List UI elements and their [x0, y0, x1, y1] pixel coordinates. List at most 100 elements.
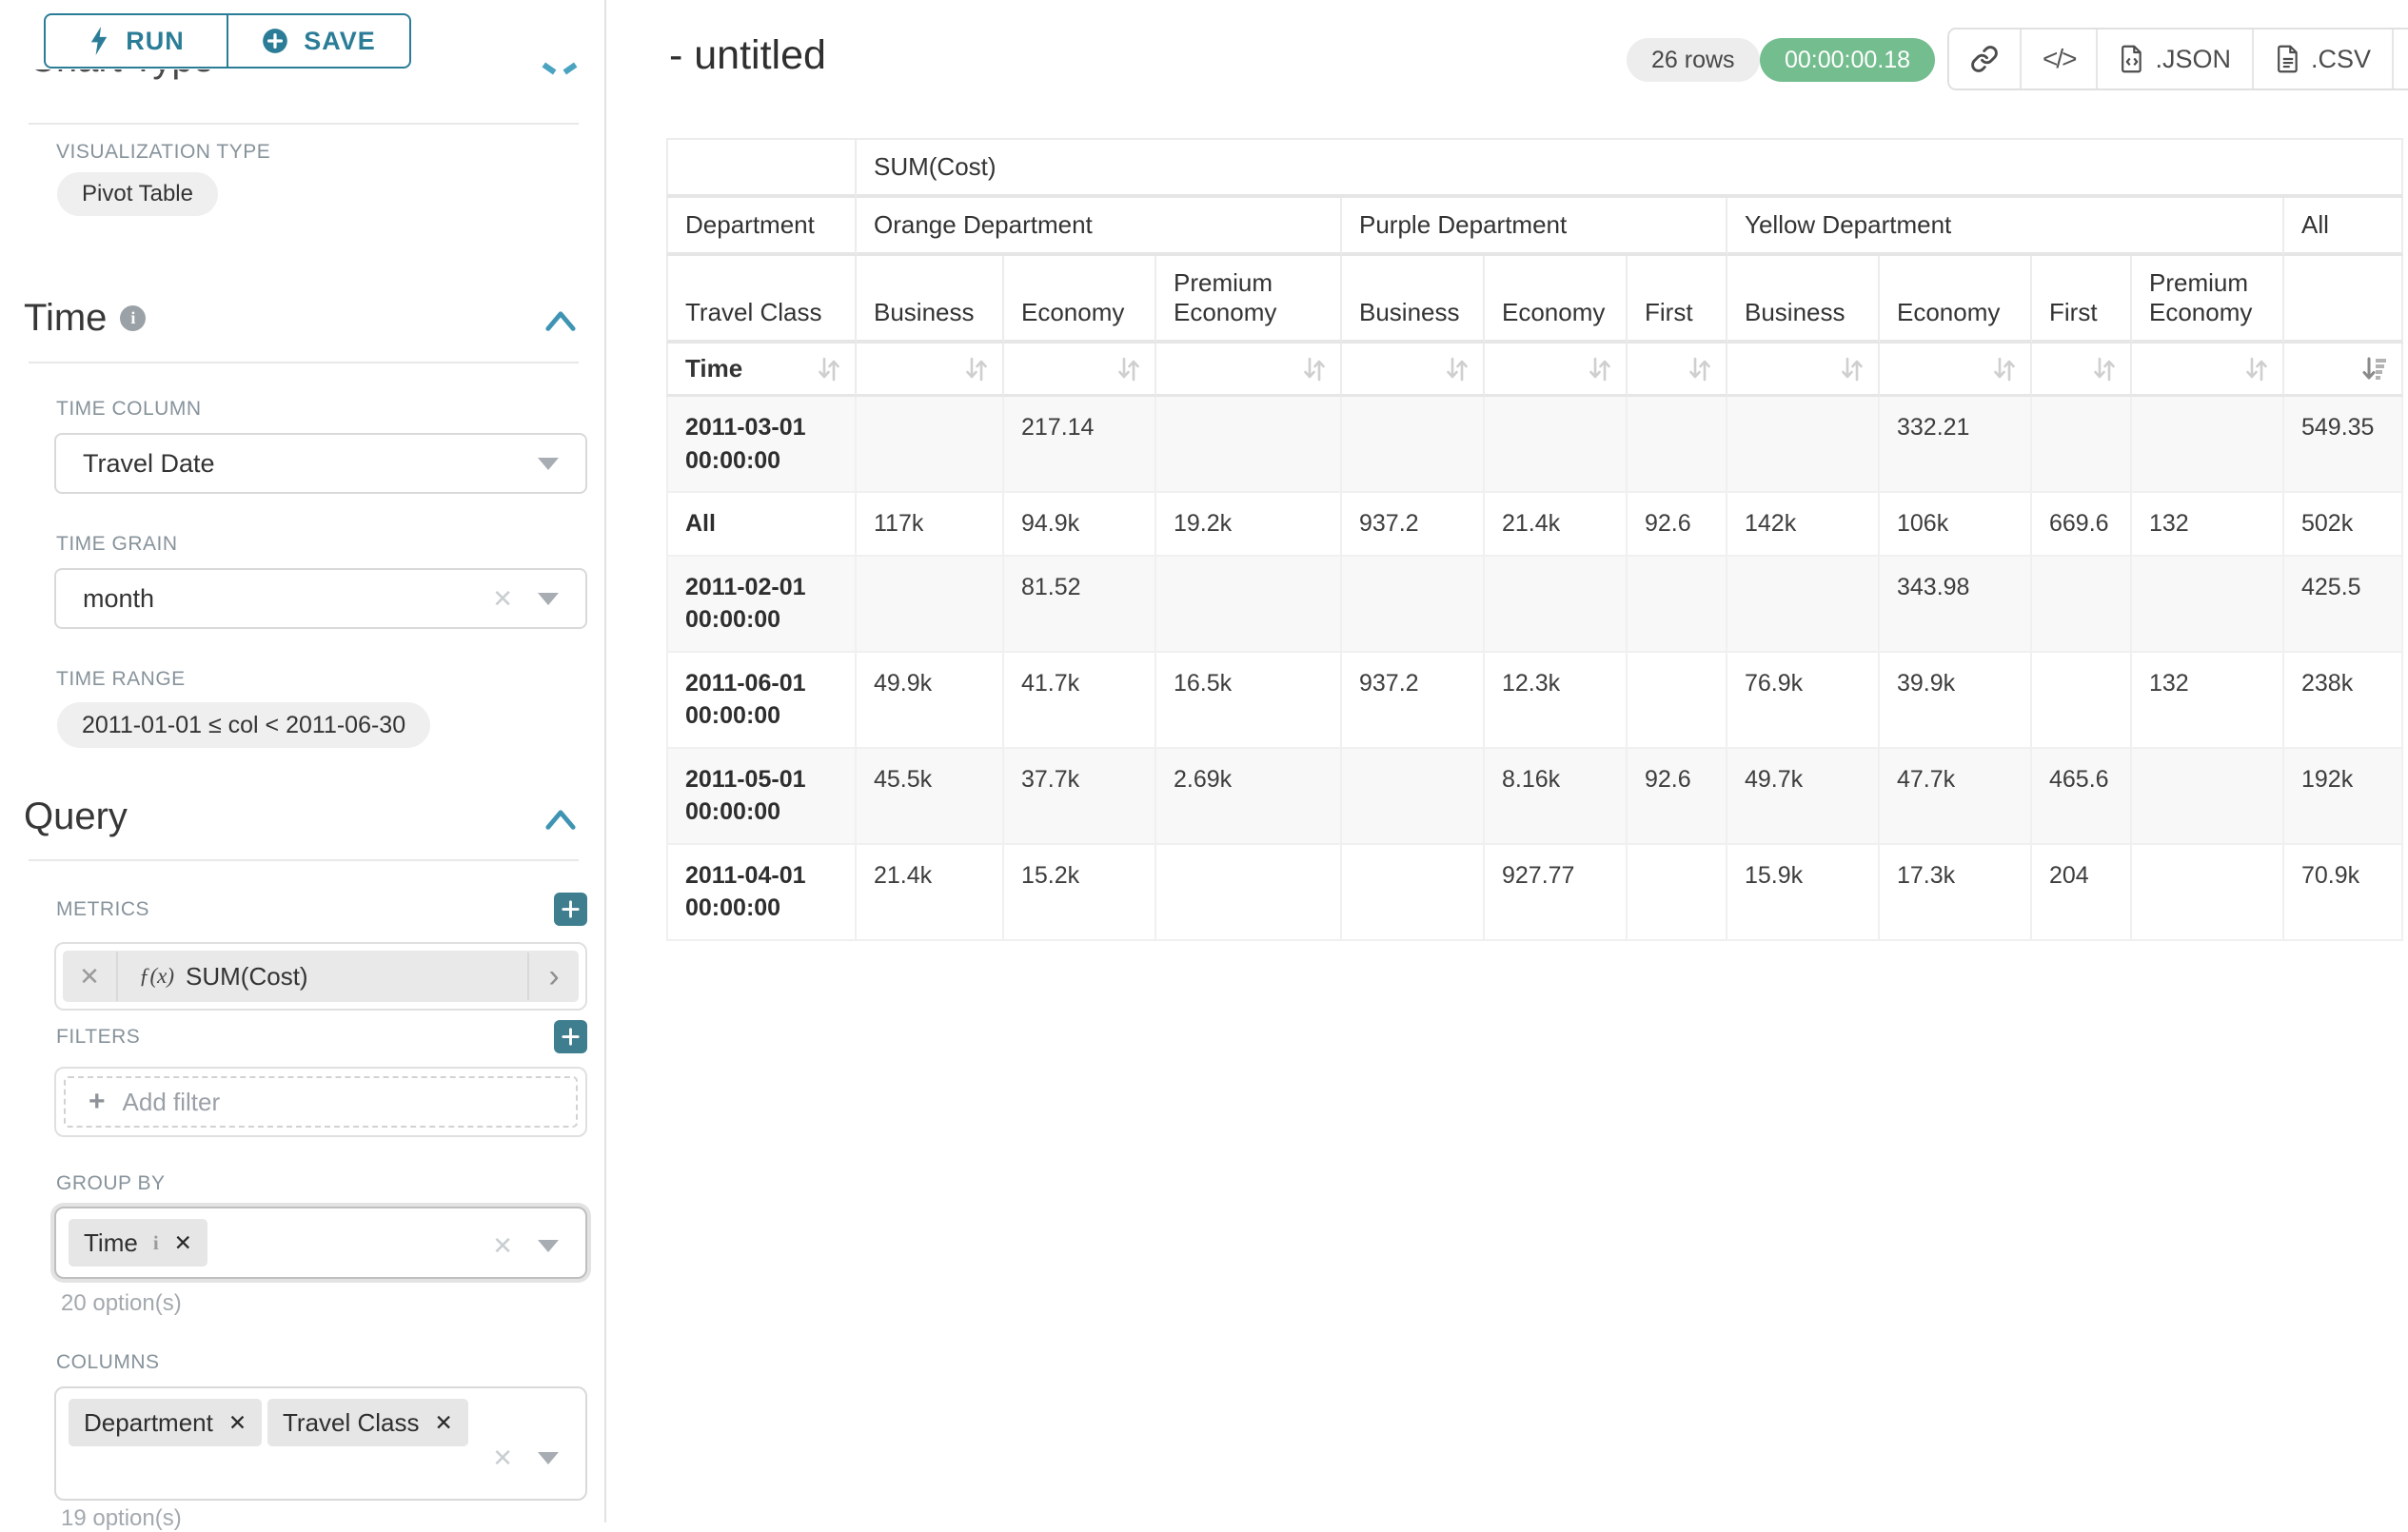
sort-icon[interactable]: [1300, 356, 1329, 383]
time-section-header: Time i: [24, 297, 147, 340]
sort-descending-icon[interactable]: [2359, 356, 2390, 383]
time-grain-select[interactable]: month ✕: [54, 568, 587, 629]
sort-icon[interactable]: [1686, 356, 1714, 383]
sort-icon[interactable]: [815, 356, 843, 383]
pivot-cell: 106k: [1880, 493, 2032, 557]
sort-icon[interactable]: [1586, 356, 1614, 383]
pivot-cell: 343.98: [1880, 556, 2032, 653]
copy-link-button[interactable]: [1949, 29, 2022, 88]
clear-icon[interactable]: ✕: [492, 1444, 513, 1472]
tag-label: Time: [84, 1228, 138, 1257]
chevron-down-icon[interactable]: [538, 1452, 559, 1464]
sort-header-cell[interactable]: [1880, 344, 2032, 397]
pivot-cell: 16.5k: [1156, 652, 1342, 749]
chevron-down-icon[interactable]: [538, 1240, 559, 1252]
pivot-data-row: 2011-03-01 00:00:00 217.14 332.21 549.35: [666, 397, 2403, 493]
remove-tag-icon[interactable]: ✕: [227, 1409, 247, 1435]
info-icon[interactable]: i: [152, 1230, 159, 1254]
collapse-query-section-icon[interactable]: [543, 805, 578, 834]
time-column-select[interactable]: Travel Date: [54, 433, 587, 494]
sort-header-cell[interactable]: [1485, 344, 1628, 397]
pivot-cell: 41.7k: [1004, 652, 1156, 749]
remove-metric-icon[interactable]: ✕: [63, 952, 118, 1001]
add-filter-button[interactable]: + Add filter: [64, 1076, 578, 1128]
pivot-cell: 142k: [1727, 493, 1880, 557]
travel-class-header: First: [1628, 256, 1727, 344]
pivot-cell: 70.9k: [2284, 844, 2403, 941]
sort-icon[interactable]: [962, 356, 991, 383]
time-range-value[interactable]: 2011-01-01 ≤ col < 2011-06-30: [57, 702, 431, 748]
save-button[interactable]: SAVE: [227, 13, 411, 69]
pivot-cell: [1485, 397, 1628, 493]
chart-title[interactable]: - untitled: [669, 32, 826, 78]
pivot-cell: [1485, 556, 1628, 653]
pivot-cell: 927.77: [1485, 844, 1628, 941]
travel-class-header: Premium Economy: [2132, 256, 2284, 344]
run-button[interactable]: RUN: [44, 13, 227, 69]
time-column-label: TIME COLUMN: [56, 398, 202, 420]
time-grain-label: TIME GRAIN: [56, 533, 178, 555]
pivot-cell: [1342, 748, 1485, 845]
remove-tag-icon[interactable]: ✕: [173, 1229, 192, 1255]
sort-icon[interactable]: [1838, 356, 1866, 383]
info-icon[interactable]: i: [120, 305, 147, 331]
travel-class-header: Economy: [1004, 256, 1156, 344]
more-options-button[interactable]: [2394, 29, 2408, 88]
sort-icon[interactable]: [2242, 356, 2271, 383]
pivot-cell: 15.9k: [1727, 844, 1880, 941]
export-csv-button[interactable]: .CSV: [2254, 29, 2395, 88]
collapse-time-section-icon[interactable]: [543, 306, 578, 335]
department-group-header: Orange Department: [857, 198, 1342, 256]
pivot-cell: 81.52: [1004, 556, 1156, 653]
time-range-label: TIME RANGE: [56, 668, 186, 690]
sort-icon[interactable]: [1115, 356, 1143, 383]
remove-tag-icon[interactable]: ✕: [434, 1409, 453, 1435]
sort-icon[interactable]: [2090, 356, 2119, 383]
query-duration-badge: 00:00:00.18: [1760, 38, 1936, 82]
run-save-button-group: RUN SAVE: [44, 13, 411, 69]
pivot-cell: 49.9k: [857, 652, 1004, 749]
metrics-container: ✕ ƒ(x) SUM(Cost) ›: [54, 942, 587, 1011]
sort-header-cell[interactable]: [1628, 344, 1727, 397]
pivot-cell: 2.69k: [1156, 748, 1342, 845]
sort-header-cell[interactable]: [2284, 344, 2403, 397]
pivot-row-label: 2011-05-01 00:00:00: [666, 748, 857, 845]
travel-class-header: Economy: [1880, 256, 2032, 344]
group-by-tag-time[interactable]: Time i ✕: [69, 1219, 207, 1267]
sort-header-cell[interactable]: [1727, 344, 1880, 397]
sort-header-cell[interactable]: [1156, 344, 1342, 397]
sort-header-cell[interactable]: [2032, 344, 2132, 397]
sort-header-row: Time: [666, 344, 2403, 397]
add-filter-label: Add filter: [122, 1087, 221, 1116]
chevron-down-icon[interactable]: [538, 457, 559, 470]
group-by-label: GROUP BY: [56, 1172, 166, 1194]
chevron-down-icon[interactable]: [538, 592, 559, 605]
columns-tag-travel-class[interactable]: Travel Class ✕: [267, 1399, 468, 1446]
pivot-data-row: All 117k 94.9k 19.2k 937.2 21.4k 92.6 142k 106k 6…: [666, 493, 2403, 557]
clear-icon[interactable]: ✕: [492, 1231, 513, 1260]
sort-header-cell[interactable]: [1342, 344, 1485, 397]
function-icon: ƒ(x): [139, 964, 175, 988]
columns-tag-department[interactable]: Department ✕: [69, 1399, 263, 1446]
pivot-cell: 238k: [2284, 652, 2403, 749]
plus-icon: [562, 900, 580, 918]
sort-header-cell[interactable]: [857, 344, 1004, 397]
group-by-select[interactable]: Time i ✕ ✕: [54, 1207, 587, 1279]
run-button-label: RUN: [126, 26, 185, 55]
query-section-title: Query: [24, 795, 128, 837]
clear-icon[interactable]: ✕: [492, 583, 513, 613]
add-metric-button[interactable]: [554, 893, 587, 926]
columns-select[interactable]: Department ✕ Travel Class ✕ ✕: [54, 1386, 587, 1501]
visualization-type-value[interactable]: Pivot Table: [57, 172, 218, 216]
view-query-button[interactable]: </>: [2022, 29, 2099, 88]
sort-icon[interactable]: [1443, 356, 1471, 383]
expand-metric-icon[interactable]: ›: [527, 953, 579, 1000]
add-filter-plus-button[interactable]: [554, 1020, 587, 1053]
sort-header-cell[interactable]: [1004, 344, 1156, 397]
sort-header-cell[interactable]: [2132, 344, 2284, 397]
pivot-cell: 937.2: [1342, 652, 1485, 749]
divider: [29, 362, 579, 363]
export-json-button[interactable]: .JSON: [2098, 29, 2254, 88]
sort-icon[interactable]: [1990, 356, 2019, 383]
metric-pill[interactable]: ✕ ƒ(x) SUM(Cost) ›: [63, 951, 579, 1002]
